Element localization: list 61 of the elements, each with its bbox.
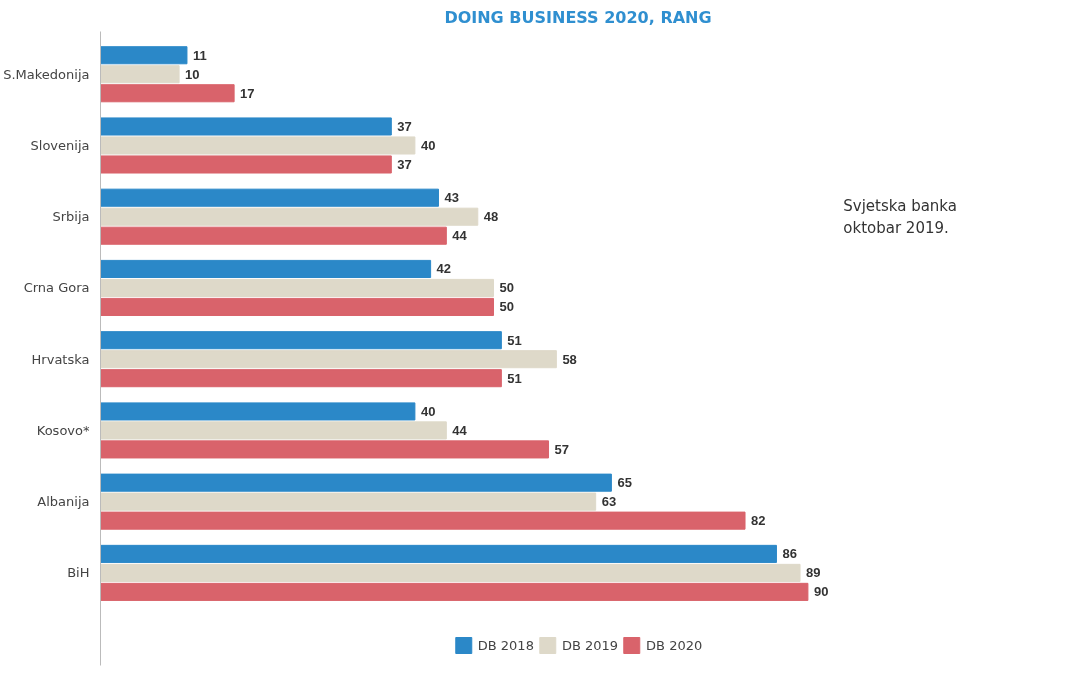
bar xyxy=(100,421,447,440)
data-label: 65 xyxy=(617,475,632,491)
bar xyxy=(100,440,550,459)
y-tick-label: Slovenija xyxy=(30,137,90,153)
bar xyxy=(100,563,801,582)
bar xyxy=(100,402,416,421)
text: Svjetska banka oktobar 2019. xyxy=(843,196,957,237)
data-label: 44 xyxy=(452,228,468,244)
data-label: 51 xyxy=(507,370,522,386)
legend-label: DB 2020 xyxy=(646,637,703,653)
y-tick-label: Kosovo* xyxy=(36,422,90,438)
bar xyxy=(100,278,494,297)
y-tick-label: BiH xyxy=(67,565,90,581)
data-label: 37 xyxy=(397,118,412,134)
data-label: 37 xyxy=(397,156,412,172)
data-label: 48 xyxy=(483,209,499,225)
bar xyxy=(100,350,557,369)
data-label: 42 xyxy=(436,261,452,277)
data-label: 82 xyxy=(751,513,766,529)
data-label: 50 xyxy=(499,299,514,315)
bar xyxy=(100,369,502,388)
y-tick-label: S.Makedonija xyxy=(3,66,90,82)
bar xyxy=(100,136,416,155)
data-label: 40 xyxy=(420,137,436,153)
bar xyxy=(100,46,188,65)
bar xyxy=(100,188,439,207)
data-label: 17 xyxy=(240,85,255,101)
bar xyxy=(100,155,392,174)
data-label: 11 xyxy=(192,47,207,63)
data-label: 57 xyxy=(554,441,569,457)
data-label: 50 xyxy=(499,280,514,296)
data-label: 10 xyxy=(185,66,200,82)
bar xyxy=(100,492,597,511)
legend-label: DB 2018 xyxy=(477,637,534,653)
data-label: 58 xyxy=(562,351,577,367)
y-tick-label: Hrvatska xyxy=(31,351,90,367)
data-label: 44 xyxy=(452,422,468,438)
y-tick-label: Crna Gora xyxy=(23,280,90,296)
bar xyxy=(100,117,392,136)
bar xyxy=(100,84,235,103)
data-label: 90 xyxy=(813,584,829,600)
y-tick-label: Albanija xyxy=(37,494,90,510)
data-label: 43 xyxy=(444,190,459,206)
bar xyxy=(100,226,447,245)
bar xyxy=(100,544,777,563)
bar xyxy=(100,259,432,278)
data-label: 86 xyxy=(782,546,797,562)
data-label: 51 xyxy=(507,332,522,348)
bar xyxy=(100,473,612,492)
legend-label: DB 2019 xyxy=(561,637,619,653)
bar xyxy=(100,65,180,84)
bar xyxy=(100,297,494,316)
bar xyxy=(100,331,502,350)
bar xyxy=(100,582,809,601)
y-tick-label: Srbija xyxy=(52,209,90,225)
chart-title: DOING BUSINESS 2020, RANG xyxy=(444,7,712,27)
data-label: 89 xyxy=(806,565,821,581)
data-label: 63 xyxy=(601,494,617,510)
data-label: 40 xyxy=(420,403,436,419)
bar xyxy=(100,207,479,226)
bar xyxy=(100,511,746,530)
